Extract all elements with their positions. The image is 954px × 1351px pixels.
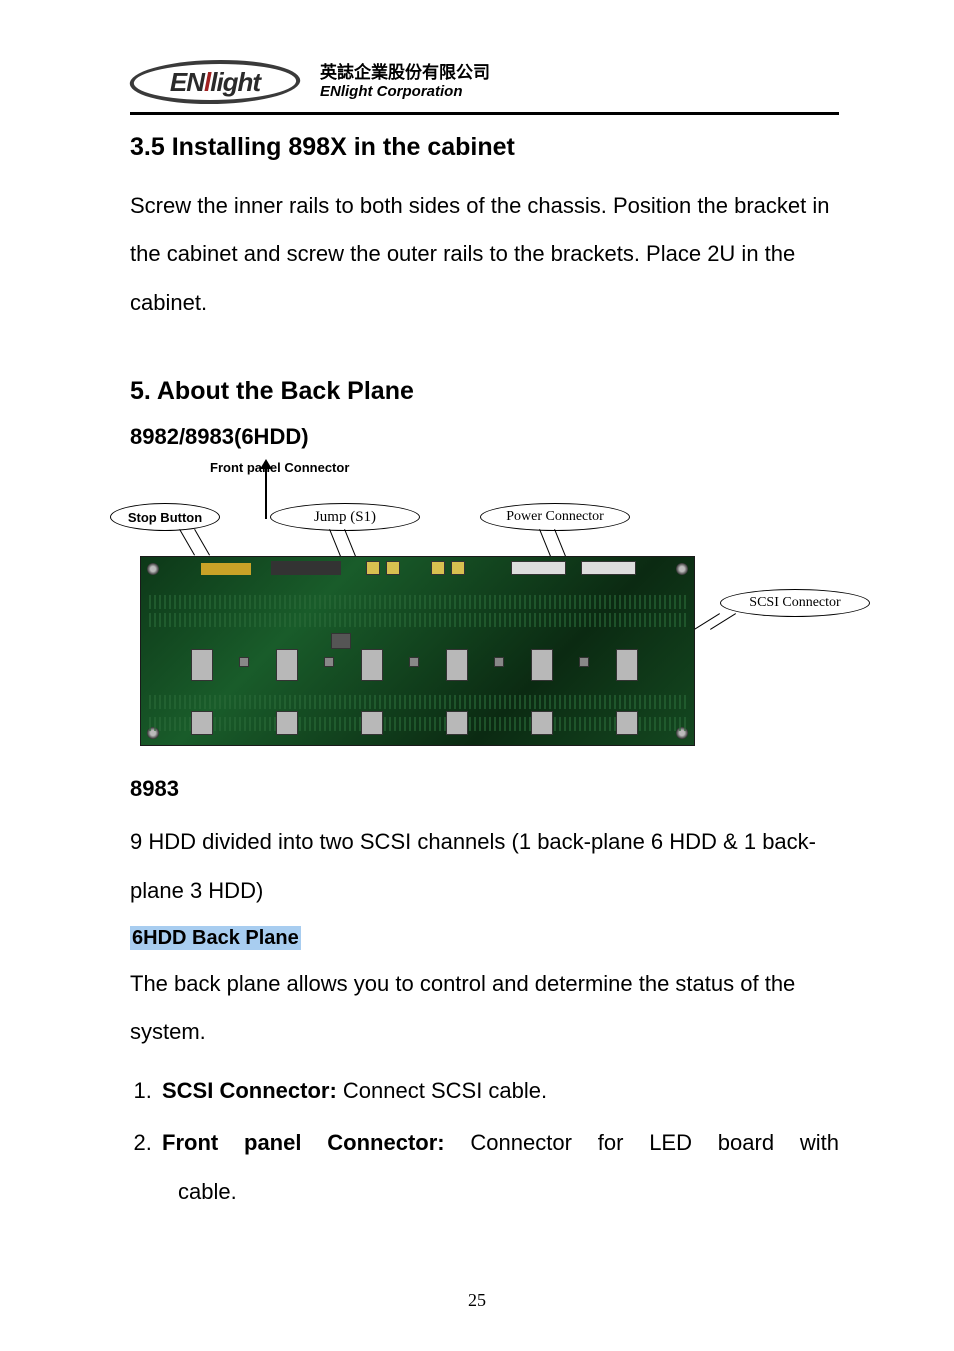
list-item-frontpanel: Front panel Connector: Connector for LED…	[158, 1119, 839, 1216]
line-icon	[539, 529, 552, 559]
logo-text: ENllight	[170, 67, 260, 98]
line-icon	[694, 613, 720, 630]
list-item-scsi: SCSI Connector: Connect SCSI cable.	[158, 1067, 839, 1115]
model-8982-8983-title: 8982/8983(6HDD)	[130, 424, 839, 450]
connector-list: SCSI Connector: Connect SCSI cable. Fron…	[130, 1067, 839, 1216]
backplane-desc: The back plane allows you to control and…	[130, 960, 839, 1057]
callout-stop-button: Stop Button	[110, 503, 220, 531]
highlight-6hdd: 6HDD Back Plane	[130, 926, 301, 950]
front-panel-connector-label: Front panel Connector	[210, 460, 839, 475]
callout-jump-s1: Jump (S1)	[270, 503, 420, 531]
line-icon	[344, 529, 357, 559]
corp-block: 英誌企業股份有限公司 ENlight Corporation	[320, 63, 490, 101]
callout-power-connector: Power Connector	[480, 503, 630, 531]
pcb-image	[140, 556, 695, 746]
line-icon	[329, 529, 342, 559]
line-icon	[179, 529, 195, 555]
model-8983-body: 9 HDD divided into two SCSI channels (1 …	[130, 818, 839, 915]
backplane-diagram: Stop Button Jump (S1) Power Connector SC…	[130, 481, 839, 756]
line-icon	[265, 467, 267, 519]
section-5-title: 5. About the Back Plane	[130, 377, 839, 406]
line-icon	[554, 529, 567, 559]
section-3.5-body: Screw the inner rails to both sides of t…	[130, 182, 839, 327]
line-icon	[194, 529, 210, 555]
logo: ENllight	[130, 60, 300, 104]
corp-name-en: ENlight Corporation	[320, 83, 490, 101]
page-header: ENllight 英誌企業股份有限公司 ENlight Corporation	[130, 60, 839, 115]
page-number: 25	[0, 1290, 954, 1311]
corp-name-cn: 英誌企業股份有限公司	[320, 63, 490, 83]
section-3.5-title: 3.5 Installing 898X in the cabinet	[130, 133, 839, 162]
model-8983-title: 8983	[130, 776, 839, 802]
callout-scsi-connector: SCSI Connector	[720, 589, 870, 617]
